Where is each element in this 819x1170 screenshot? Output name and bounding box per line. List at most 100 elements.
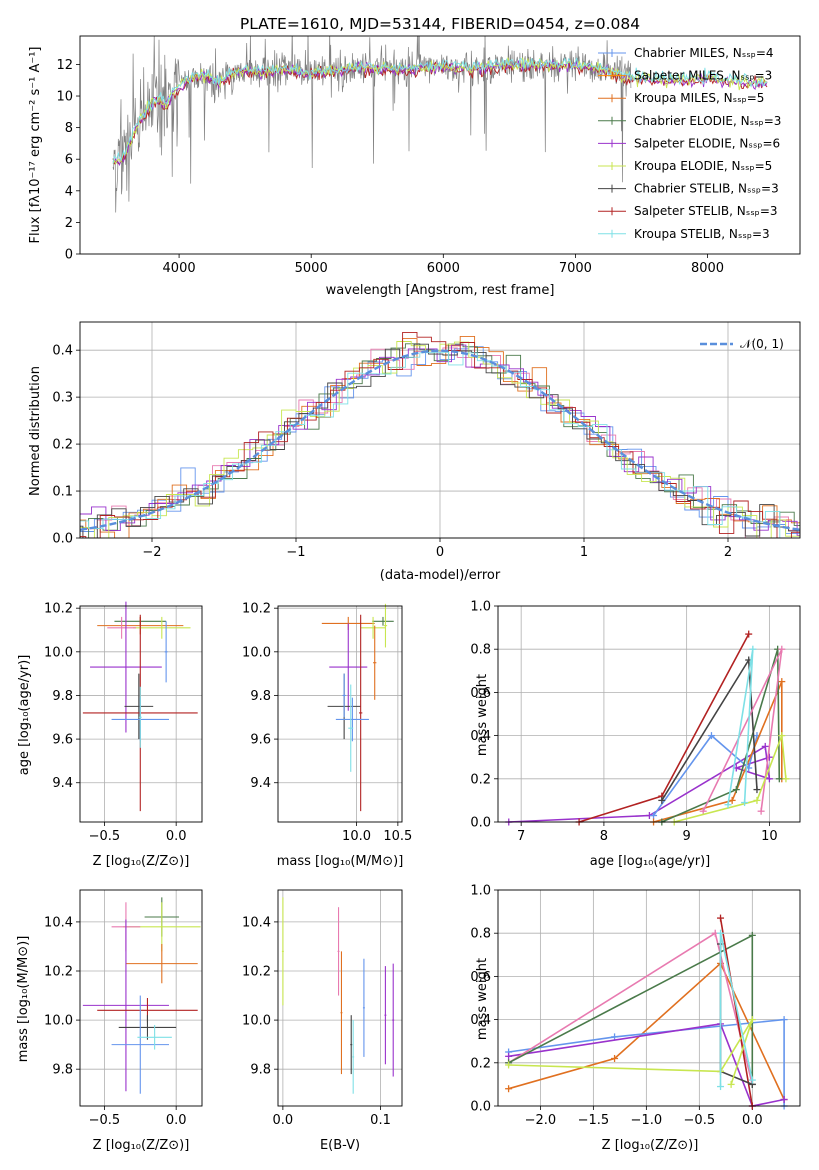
legend-entry: Chabrier STELIB, Nₛₛₚ=3 [634, 182, 779, 196]
y-tick-label: 10.0 [44, 1014, 73, 1029]
figure-title: PLATE=1610, MJD=53144, FIBERID=0454, z=0… [240, 15, 640, 33]
y-tick-label: 10.0 [44, 645, 73, 660]
mass-weight-series [508, 1018, 785, 1106]
y-tick-label: 12 [56, 58, 73, 73]
histogram-steps [80, 331, 800, 538]
x-tick-label: 0.1 [370, 1113, 391, 1128]
x-tick-label: 8000 [691, 261, 724, 276]
legend-entry: Kroupa MILES, Nₛₛₚ=5 [634, 91, 764, 105]
axes-frame [277, 605, 403, 823]
y-tick-label: 9.8 [250, 1063, 271, 1078]
x-tick-label: 2 [724, 545, 732, 560]
histogram-series [80, 331, 800, 538]
mass-vs-ebv-panel: E(B-V) 0.0 0.1 9.8 10.0 10.2 10.4 [242, 889, 403, 1153]
mass-weight-series [508, 934, 754, 1085]
mass-ebv-x-label: E(B-V) [320, 1138, 360, 1153]
x-tick-label: 1 [580, 545, 588, 560]
x-tick-label: 8 [600, 829, 608, 844]
axes-frame [79, 35, 801, 255]
y-tick-label: 0.1 [52, 485, 73, 500]
legend-entry: 𝒩(0, 1) [740, 337, 784, 351]
y-tick-label: 0.2 [470, 772, 491, 787]
mass-weight-series [508, 1019, 754, 1085]
x-tick-label: 10.5 [383, 829, 412, 844]
y-tick-label: 10.0 [242, 1014, 271, 1029]
mw-age-x-label: age [log₁₀(age/yr)] [590, 854, 711, 869]
x-tick-label: 0 [436, 545, 444, 560]
age-vs-metallicity-panel: Z [log₁₀(Z/Z⊙)] age [log₁₀(age/yr)] −0.5… [17, 601, 203, 869]
histogram-y-label: Normed distribution [28, 366, 43, 496]
x-tick-label: −2.0 [525, 1113, 557, 1128]
x-tick-label: −1.0 [631, 1113, 663, 1128]
y-tick-label: 9.6 [52, 733, 73, 748]
legend-entry: Salpeter MILES, Nₛₛₚ=3 [634, 69, 772, 83]
x-tick-label: 5000 [295, 261, 328, 276]
legend-entry: Chabrier ELODIE, Nₛₛₚ=3 [634, 114, 781, 128]
histogram-series [80, 351, 800, 538]
x-tick-label: −2 [142, 545, 161, 560]
y-tick-label: 0.8 [470, 643, 491, 658]
y-tick-label: 1.0 [470, 600, 491, 615]
mass-weight-series [578, 633, 750, 823]
y-tick-label: 8 [65, 121, 73, 136]
y-tick-label: 0.8 [470, 927, 491, 942]
mass-weight-series [719, 917, 754, 1107]
y-tick-label: 10.0 [242, 645, 271, 660]
y-tick-label: 10.2 [44, 965, 73, 980]
y-tick-label: 0.3 [52, 391, 73, 406]
y-tick-label: 10.4 [242, 915, 271, 930]
x-tick-label: −1.5 [578, 1113, 610, 1128]
y-tick-label: 9.8 [52, 689, 73, 704]
age-vs-mass-panel: mass [log₁₀(M/M⊙)] 10.0 10.5 9.4 9.6 9.8 10.0… [242, 602, 412, 869]
age-z-x-label: Z [log₁₀(Z/Z⊙)] [93, 854, 190, 869]
y-tick-label: 10.2 [242, 965, 271, 980]
mass-weight-series [508, 1023, 785, 1107]
normal-curve [80, 349, 800, 531]
y-tick-label: 0.4 [52, 344, 73, 359]
y-tick-label: 0 [65, 248, 73, 263]
x-tick-label: 10.0 [342, 829, 371, 844]
residual-histogram-panel: (data-model)/error Normed distribution −… [28, 321, 801, 583]
y-tick-label: 0.6 [470, 970, 491, 985]
legend-entry: Kroupa STELIB, Nₛₛₚ=3 [634, 227, 770, 241]
y-tick-label: 0.0 [52, 532, 73, 547]
x-tick-label: 7000 [559, 261, 592, 276]
x-tick-label: 10 [761, 829, 778, 844]
y-tick-label: 1.0 [470, 884, 491, 899]
spectrum-x-label: wavelength [Angstrom, rest frame] [326, 283, 555, 298]
legend-entry: Salpeter ELODIE, Nₛₛₚ=6 [634, 136, 780, 150]
x-tick-label: 6000 [427, 261, 460, 276]
mass-z-x-label: Z [log₁₀(Z/Z⊙)] [93, 1138, 190, 1153]
legend-entry: Salpeter STELIB, Nₛₛₚ=3 [634, 204, 778, 218]
age-z-y-label: age [log₁₀(age/yr)] [17, 655, 32, 776]
mass-weight-vs-age-panel: age [log₁₀(age/yr)] mass weight 7 8 9 10 0.0… [470, 600, 801, 869]
mass-weight-series [661, 648, 781, 823]
legend-entry: Kroupa ELODIE, Nₛₛₚ=5 [634, 159, 772, 173]
y-tick-label: 0.6 [470, 686, 491, 701]
x-tick-label: 0.0 [273, 1113, 294, 1128]
mass-weight-series [508, 931, 754, 1085]
y-tick-label: 6 [65, 153, 73, 168]
mw-age-y-label: mass weight [475, 674, 490, 756]
x-tick-label: −1 [286, 545, 305, 560]
mass-weight-vs-metallicity-panel: Z [log₁₀(Z/Z⊙)] mass weight −2.0 −1.5 −1.0… [470, 884, 801, 1153]
x-tick-label: 7 [517, 829, 525, 844]
mass-weight-series [702, 648, 783, 812]
x-tick-label: 0.0 [166, 829, 187, 844]
spectrum-y-label: Flux [fλ10⁻¹⁷ erg cm⁻² s⁻¹ A⁻¹] [28, 47, 43, 244]
x-tick-label: −0.5 [89, 829, 121, 844]
y-tick-label: 10.2 [44, 602, 73, 617]
histogram-series [80, 346, 800, 534]
y-tick-label: 4 [65, 184, 73, 199]
y-tick-label: 10 [56, 90, 73, 105]
y-tick-label: 0.0 [470, 816, 491, 831]
axes-frame [79, 889, 203, 1107]
age-mass-x-label: mass [log₁₀(M/M⊙)] [277, 854, 404, 869]
y-tick-label: 0.2 [470, 1056, 491, 1071]
y-tick-label: 2 [65, 216, 73, 231]
mass-weight-series [653, 681, 783, 823]
y-tick-label: 10.2 [242, 602, 271, 617]
y-tick-label: 0.4 [470, 1013, 491, 1028]
mw-z-y-label: mass weight [475, 958, 490, 1040]
